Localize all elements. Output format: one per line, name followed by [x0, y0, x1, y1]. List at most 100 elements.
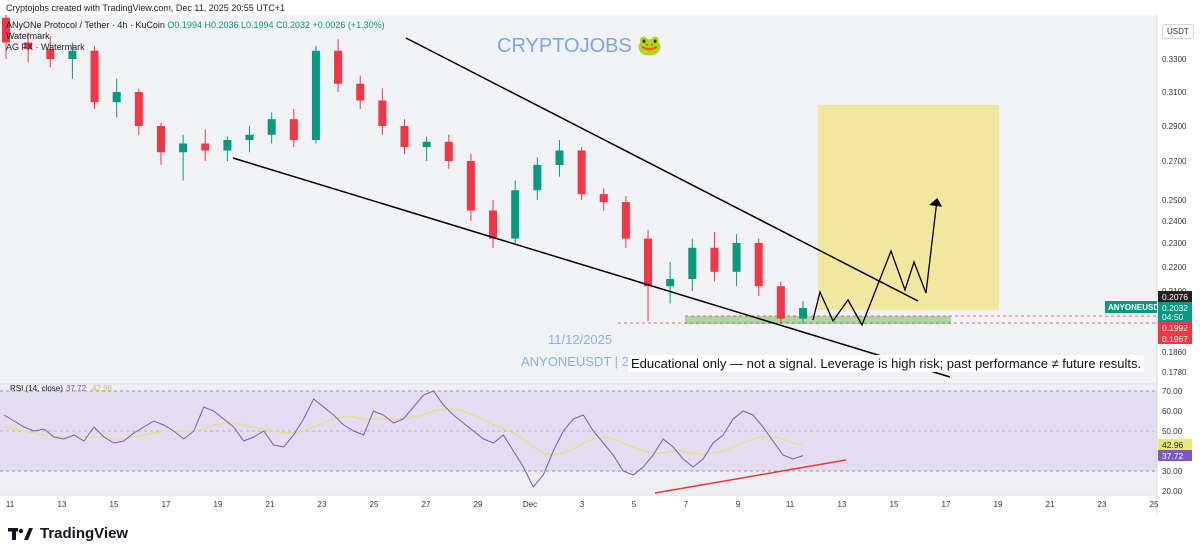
candle-body — [289, 119, 298, 140]
time-tick-label: 9 — [736, 500, 741, 509]
price-tick-label: 0.1860 — [1162, 348, 1187, 357]
candle-body — [754, 243, 763, 287]
price-tick-label: 0.2400 — [1162, 217, 1187, 226]
symbol-label-text: ANYONEUSDT — [1108, 303, 1164, 312]
symbol-line[interactable]: ANyONe Protocol / Tether · 4h · KuCoin — [6, 20, 165, 30]
price-tick-label: 0.2300 — [1162, 239, 1187, 248]
candle-body — [24, 42, 33, 50]
symbol-ohlc-line: ANyONe Protocol / Tether · 4h · KuCoin O… — [6, 20, 385, 30]
projection-path — [812, 199, 938, 327]
candle-body — [223, 140, 232, 151]
candle-body — [334, 50, 343, 84]
price-tick-label: 0.2200 — [1162, 263, 1187, 272]
time-tick-label: 17 — [942, 500, 951, 509]
support-zone — [685, 316, 951, 324]
time-tick-label: 5 — [632, 500, 637, 509]
time-tick-label: 23 — [1098, 500, 1107, 509]
candle-body — [46, 49, 55, 59]
attribution-line: Cryptojobs created with TradingView.com,… — [6, 3, 286, 13]
price-tick-label: 0.2700 — [1162, 157, 1187, 166]
candle-body — [799, 308, 807, 319]
price-tick-label: 0.2500 — [1162, 196, 1187, 205]
candle-body — [134, 92, 143, 126]
rsi-tick-label: 20.00 — [1162, 487, 1183, 496]
candle-body — [444, 141, 453, 161]
candle-body — [156, 126, 165, 153]
rsi-tick-label: 50.00 — [1162, 427, 1183, 436]
candle-body — [732, 243, 741, 272]
candle-body — [577, 150, 586, 195]
tradingview-logo-icon — [8, 527, 33, 540]
indicator-1[interactable]: Watermark — [6, 31, 50, 41]
candle-body — [112, 92, 121, 103]
currency-button[interactable]: USDT — [1162, 24, 1194, 39]
projection-arrow-icon — [929, 198, 943, 207]
candle-body — [422, 141, 431, 147]
symbol-label — [1105, 301, 1157, 313]
candle-body — [621, 202, 630, 239]
time-axis[interactable]: 11 13 15 17 19 21 23 25 27 29 Dec 3 5 7 9 11 13 15 17 19 21 2… — [6, 500, 1159, 509]
candle-body — [311, 50, 320, 140]
last-price-text: 0.2076 — [1162, 292, 1188, 302]
current-price-tag — [1158, 302, 1192, 322]
candle-body — [356, 83, 365, 101]
candle-body — [666, 279, 675, 287]
time-tick-label: 21 — [1046, 500, 1055, 509]
upper-wedge-line — [405, 37, 919, 302]
candle-body — [267, 119, 276, 135]
ohlc-line: O0.1994 H0.2036 L0.1994 C0.2032 +0.0026 … — [167, 20, 385, 30]
candle-body — [776, 286, 785, 319]
level2-tag — [1158, 333, 1192, 344]
rsi-legend-ma: 42.96 — [92, 384, 113, 393]
candle-body — [466, 161, 475, 211]
candle-body — [245, 134, 254, 140]
time-tick-label: 17 — [162, 500, 171, 509]
candle-body — [599, 194, 608, 203]
candle-body — [90, 50, 99, 103]
time-tick-label: 21 — [266, 500, 275, 509]
target-zone — [818, 105, 999, 310]
rsi-label: RSI (14, close) — [10, 384, 63, 393]
time-tick-label: 15 — [110, 500, 119, 509]
rsi-divergence-line — [654, 459, 847, 494]
candle-body — [201, 143, 210, 151]
watermark-pair: ANYONEUSDT | 24 — [521, 354, 636, 369]
time-tick-label: 13 — [838, 500, 847, 509]
time-tick-label: 11 — [786, 500, 795, 509]
time-tick-label: 15 — [890, 500, 899, 509]
level1-text: 0.1992 — [1162, 323, 1188, 333]
candle-body — [688, 247, 697, 279]
time-tick-label: 19 — [214, 500, 223, 509]
candle-body — [400, 126, 409, 147]
candles-group — [2, 15, 807, 324]
rsi-tick-label: 60.00 — [1162, 407, 1183, 416]
price-tick-label: 0.3300 — [1162, 55, 1187, 64]
footer-brand[interactable]: TradingView — [8, 525, 128, 542]
current-price-text: 0.2032 — [1162, 303, 1188, 313]
footer-brand-text: TradingView — [40, 525, 129, 542]
level2-text: 0.1967 — [1162, 334, 1188, 344]
price-tick-label: 0.3100 — [1162, 88, 1187, 97]
countdown-text: 04:50 — [1162, 312, 1184, 322]
candle-body — [68, 50, 77, 59]
candle-body — [533, 164, 542, 191]
time-tick-label: 13 — [58, 500, 67, 509]
rsi-ma-tag-text: 42.96 — [1162, 440, 1184, 450]
rsi-value-tag-text: 37.72 — [1162, 451, 1184, 461]
indicator-2[interactable]: AG FX · Watermark — [6, 42, 85, 52]
candle-body — [710, 247, 719, 272]
rsi-legend-value: 37.72 — [66, 384, 87, 393]
price-tick-label: 0.1780 — [1162, 368, 1187, 377]
candle-body — [644, 238, 653, 287]
time-tick-label: Dec — [523, 500, 537, 509]
time-tick-label: 29 — [474, 500, 483, 509]
rsi-ma-tag — [1158, 439, 1192, 450]
rsi-line — [3, 390, 804, 488]
last-price-tag — [1158, 291, 1192, 302]
candle-body — [179, 143, 188, 153]
time-tick-label: 7 — [684, 500, 689, 509]
time-tick-label: 27 — [422, 500, 431, 509]
time-tick-label: 19 — [994, 500, 1003, 509]
candle-body — [378, 100, 387, 126]
time-tick-label: 3 — [580, 500, 585, 509]
